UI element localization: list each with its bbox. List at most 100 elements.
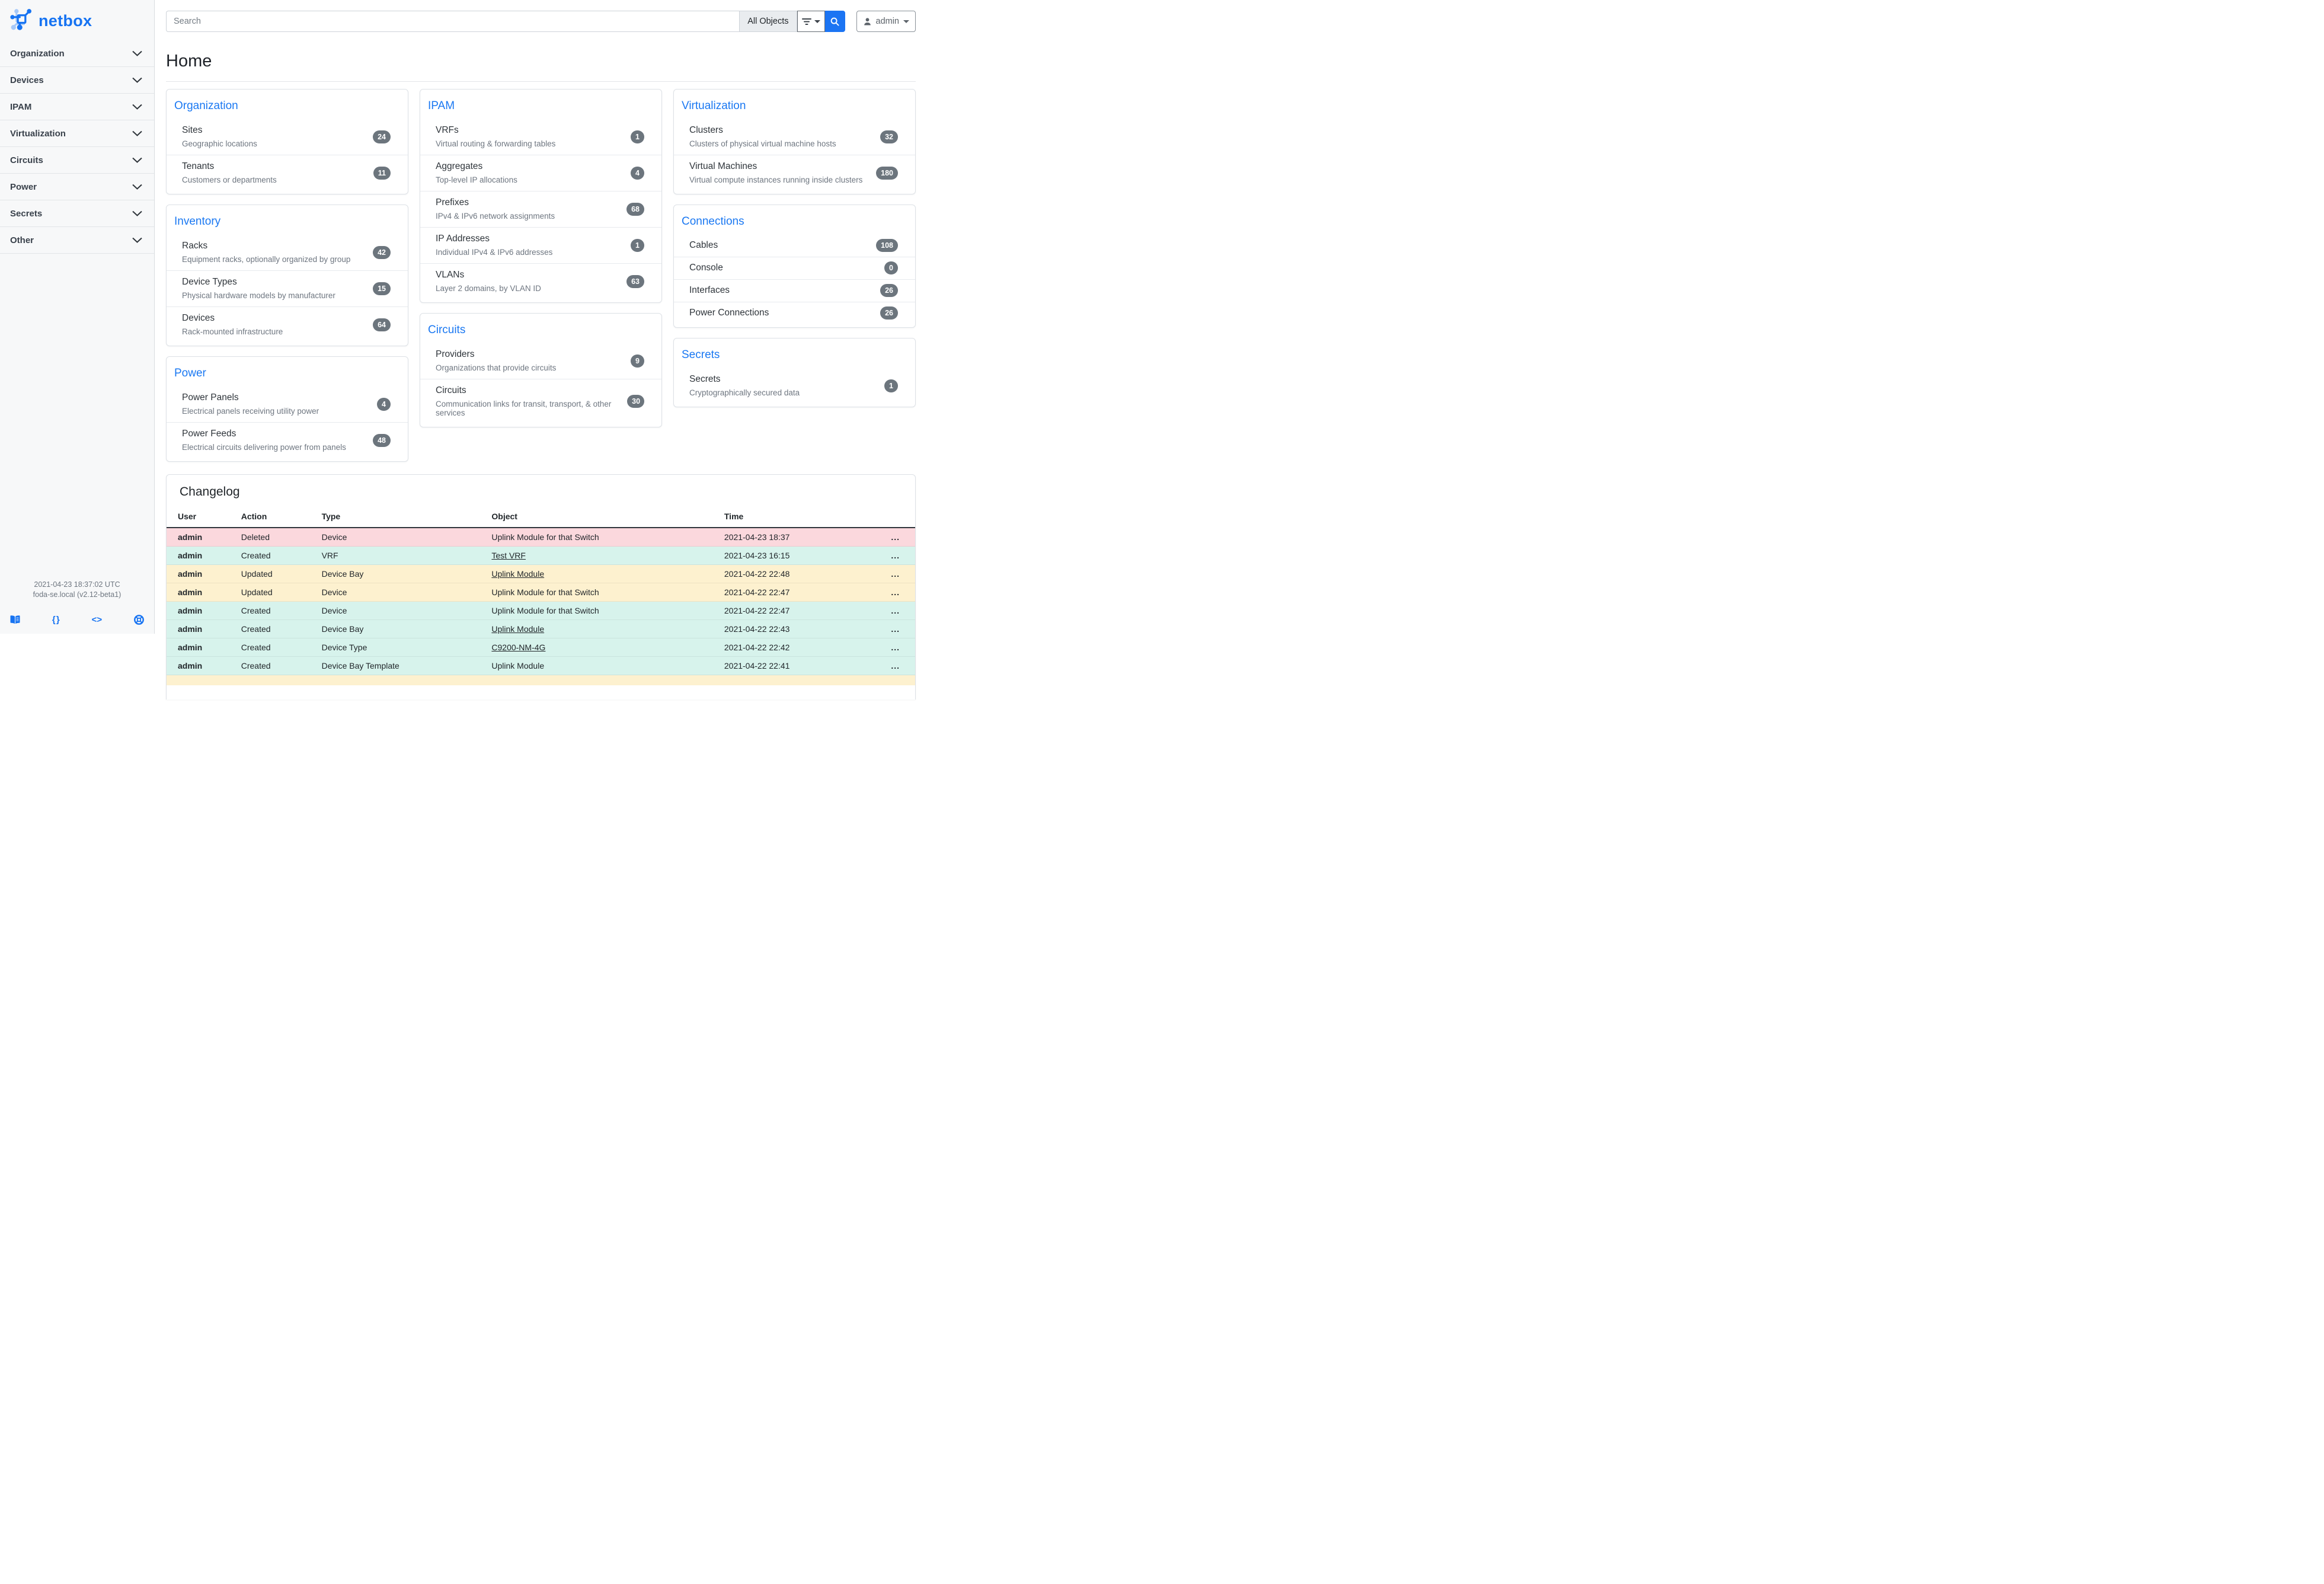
sidebar-footer: 2021-04-23 18:37:02 UTC foda-se.local (v…: [0, 580, 154, 634]
list-item: Clusters Clusters of physical virtual ma…: [674, 119, 915, 155]
card-title-link[interactable]: Inventory: [174, 215, 221, 228]
help-lifering-icon[interactable]: [134, 615, 144, 625]
object-link[interactable]: Test VRF: [491, 551, 526, 560]
table-row: admin Created Device Bay Uplink Module 2…: [167, 619, 915, 638]
item-link[interactable]: Power Connections: [689, 308, 769, 318]
item-description: Electrical panels receiving utility powe…: [182, 407, 319, 416]
table-row: admin Updated Device Bay Uplink Module 2…: [167, 564, 915, 583]
search-submit-button[interactable]: [824, 11, 845, 32]
code-icon[interactable]: <>: [91, 615, 103, 625]
card-title-link[interactable]: Secrets: [682, 349, 720, 361]
cell-time: 2021-04-23 18:37: [724, 532, 790, 542]
sidebar-item-organization[interactable]: Organization: [0, 40, 154, 67]
sidebar-item-circuits[interactable]: Circuits: [0, 147, 154, 174]
object-link[interactable]: C9200-NM-4G: [491, 643, 546, 652]
item-link[interactable]: Virtual Machines: [689, 161, 757, 171]
count-badge[interactable]: 4: [631, 166, 644, 180]
count-badge[interactable]: 11: [373, 166, 391, 180]
card-title-link[interactable]: IPAM: [428, 100, 455, 112]
chevron-down-icon: [132, 237, 142, 243]
docs-book-icon[interactable]: [10, 615, 20, 624]
count-badge[interactable]: 1: [884, 379, 898, 392]
row-more-link[interactable]: ...: [891, 569, 900, 579]
count-badge[interactable]: 24: [373, 130, 391, 143]
card-title-link[interactable]: Circuits: [428, 324, 466, 336]
item-link[interactable]: Circuits: [436, 385, 466, 395]
item-link[interactable]: Console: [689, 263, 723, 273]
count-badge[interactable]: 4: [377, 397, 391, 411]
item-link[interactable]: Interfaces: [689, 285, 730, 295]
cell-object: Uplink Module: [485, 565, 718, 583]
item-link[interactable]: Sites: [182, 125, 203, 135]
row-more-link[interactable]: ...: [891, 551, 900, 560]
count-badge[interactable]: 26: [880, 306, 898, 320]
count-badge[interactable]: 68: [626, 202, 644, 216]
item-link[interactable]: Prefixes: [436, 197, 469, 207]
item-link[interactable]: Power Panels: [182, 392, 239, 403]
row-more-link[interactable]: ...: [891, 587, 900, 597]
item-link[interactable]: Cables: [689, 240, 718, 250]
footer-icon-bar: { } <>: [0, 599, 154, 634]
list-item: Sites Geographic locations 24: [167, 119, 408, 155]
object-link[interactable]: Uplink Module: [491, 624, 545, 634]
search-filter-button[interactable]: [797, 11, 825, 32]
item-link[interactable]: Device Types: [182, 277, 237, 287]
count-badge[interactable]: 30: [627, 395, 644, 408]
count-badge[interactable]: 63: [626, 274, 644, 288]
row-more-link[interactable]: ...: [891, 624, 900, 634]
count-badge[interactable]: 1: [631, 238, 644, 252]
item-link[interactable]: VRFs: [436, 125, 459, 135]
row-more-link[interactable]: ...: [891, 606, 900, 615]
item-link[interactable]: Racks: [182, 241, 208, 251]
card-title-link[interactable]: Virtualization: [682, 100, 746, 112]
item-link[interactable]: Aggregates: [436, 161, 483, 171]
item-link[interactable]: Devices: [182, 313, 215, 323]
card-ipam: IPAM VRFs Virtual routing & forwarding t…: [420, 89, 662, 303]
cell-time: 2021-04-22 22:47: [724, 606, 790, 615]
row-more-link[interactable]: [871, 675, 916, 685]
object-link[interactable]: Uplink Module: [491, 569, 545, 579]
item-link[interactable]: Clusters: [689, 125, 723, 135]
item-link[interactable]: Power Feeds: [182, 429, 236, 439]
sidebar-item-virtualization[interactable]: Virtualization: [0, 120, 154, 147]
count-badge[interactable]: 9: [631, 354, 644, 368]
count-badge[interactable]: 15: [373, 282, 391, 295]
api-braces-icon[interactable]: { }: [52, 615, 60, 625]
count-badge[interactable]: 0: [884, 261, 898, 274]
card-title-link[interactable]: Connections: [682, 215, 744, 228]
item-link[interactable]: Secrets: [689, 374, 721, 384]
cell-type: Device: [321, 606, 347, 615]
count-badge[interactable]: 42: [373, 245, 391, 259]
list-item: Device Types Physical hardware models by…: [167, 270, 408, 306]
list-item: Interfaces 26: [674, 279, 915, 302]
count-badge[interactable]: 64: [373, 318, 391, 331]
count-badge[interactable]: 180: [876, 166, 898, 180]
card-title-link[interactable]: Power: [174, 367, 206, 379]
count-badge[interactable]: 1: [631, 130, 644, 143]
sidebar-item-secrets[interactable]: Secrets: [0, 200, 154, 227]
item-link[interactable]: Providers: [436, 349, 475, 359]
row-more-link[interactable]: ...: [891, 661, 900, 670]
count-badge[interactable]: 32: [880, 130, 898, 143]
card-title-link[interactable]: Organization: [174, 100, 238, 112]
search-input[interactable]: [166, 11, 740, 32]
sidebar-item-other[interactable]: Other: [0, 227, 154, 254]
row-more-link[interactable]: ...: [891, 532, 900, 542]
item-link[interactable]: IP Addresses: [436, 234, 490, 244]
cell-time: 2021-04-22 22:43: [724, 624, 790, 634]
item-description: Physical hardware models by manufacturer: [182, 291, 335, 300]
count-badge[interactable]: 48: [373, 433, 391, 447]
table-row: admin Created Device Type C9200-NM-4G 20…: [167, 638, 915, 657]
row-more-link[interactable]: ...: [891, 643, 900, 652]
count-badge[interactable]: 108: [876, 239, 898, 252]
cell-action: [235, 675, 316, 685]
item-description: Customers or departments: [182, 175, 277, 184]
sidebar-item-power[interactable]: Power: [0, 174, 154, 200]
item-link[interactable]: VLANs: [436, 270, 465, 280]
count-badge[interactable]: 26: [880, 284, 898, 297]
item-link[interactable]: Tenants: [182, 161, 215, 171]
sidebar-item-ipam[interactable]: IPAM: [0, 94, 154, 120]
netbox-logo[interactable]: netbox: [0, 0, 154, 40]
sidebar-item-devices[interactable]: Devices: [0, 67, 154, 94]
user-menu-button[interactable]: admin: [856, 11, 916, 32]
